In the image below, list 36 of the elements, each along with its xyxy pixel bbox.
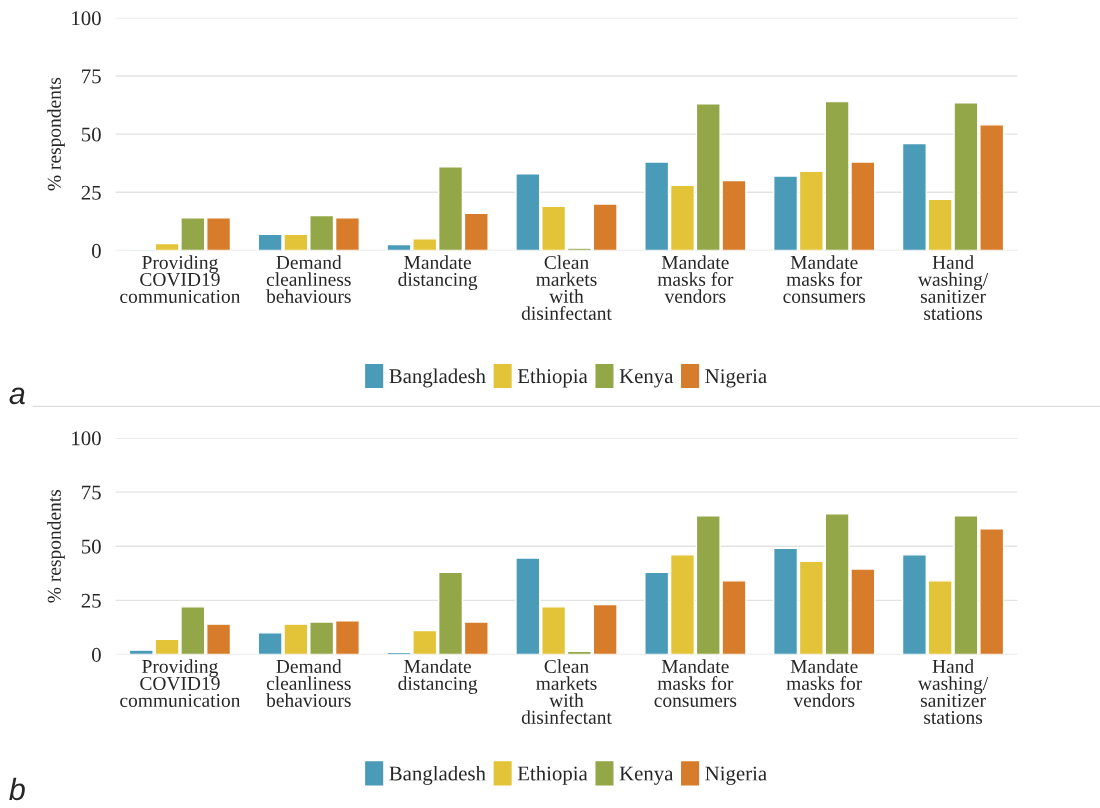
y-tick-label: 75	[82, 69, 101, 84]
y-tick-label: 50	[81, 539, 101, 554]
legend-label: Kenya	[619, 766, 674, 785]
x-tick-label: Hand washing/ sanitizer stations	[917, 255, 989, 320]
y-axis-title: % respondents	[47, 489, 65, 603]
x-tick-label: Hand washing/ sanitizer stations	[917, 659, 989, 724]
text: b	[9, 777, 25, 801]
x-tick-label: Clean markets with disinfectant	[521, 255, 612, 320]
x-tick-label: Demand cleanliness behaviours	[266, 659, 351, 707]
x-tick-label: Mandate distancing	[398, 255, 478, 290]
y-tick-label: 50	[81, 127, 101, 142]
y-tick-label: 0	[91, 647, 101, 662]
y-tick-label: 25	[81, 593, 101, 608]
legend-label: Nigeria	[705, 369, 767, 388]
legend-label: Bangladesh	[389, 368, 486, 388]
y-tick-label: 100	[72, 431, 101, 446]
y-tick-label: 25	[81, 185, 101, 200]
x-tick-label: Mandate masks for vendors	[786, 659, 863, 707]
x-tick-label: Mandate masks for vendors	[657, 255, 734, 303]
legend-label: Ethiopia	[517, 765, 588, 785]
text: a	[9, 387, 25, 405]
legend-label: Nigeria	[705, 766, 767, 785]
y-tick-label: 0	[91, 243, 101, 258]
x-tick-label: Mandate distancing	[398, 659, 478, 694]
x-tick-label: Clean markets with disinfectant	[521, 659, 612, 724]
x-tick-label: Mandate masks for consumers	[654, 659, 737, 707]
x-tick-label: Mandate masks for consumers	[783, 255, 866, 303]
legend-label: Kenya	[619, 369, 674, 388]
y-axis-title: % respondents	[47, 77, 65, 191]
y-tick-label: 100	[72, 11, 101, 26]
legend-label: Bangladesh	[389, 765, 486, 785]
x-tick-label: Demand cleanliness behaviours	[266, 255, 351, 303]
y-tick-label: 75	[82, 485, 101, 500]
x-tick-label: Providing COVID19 communication	[120, 255, 241, 303]
legend-label: Ethiopia	[517, 368, 588, 388]
x-tick-label: Providing COVID19 communication	[120, 659, 241, 707]
